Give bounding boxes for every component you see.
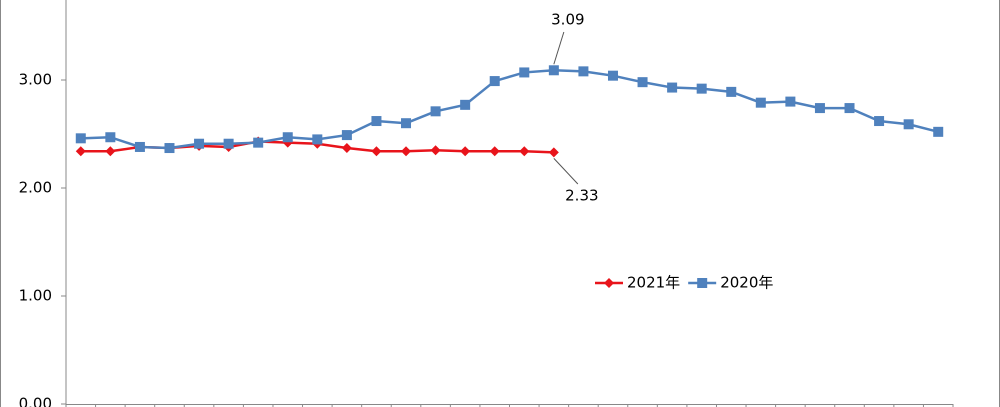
legend-marker [697,278,708,288]
data-point [460,146,471,157]
y-tick-label: 3.00 [19,71,52,89]
data-point [667,82,678,93]
data-point [341,130,352,141]
data-point [637,77,648,88]
data-point [430,106,441,117]
data-point [401,146,412,157]
data-point [519,67,530,78]
data-point [75,133,86,144]
data-point [341,143,352,154]
data-label: 2.33 [565,187,598,205]
data-point [726,86,737,97]
data-point [874,116,885,127]
data-point [548,65,559,76]
data-point [607,70,618,81]
data-point [282,132,293,143]
data-point [696,83,707,94]
data-point [253,137,264,148]
legend-marker [604,278,614,288]
data-point [105,146,116,157]
y-tick-label: 0.00 [19,395,52,407]
data-point [223,138,234,149]
data-point [489,146,500,157]
data-point [430,145,441,156]
data-point [312,134,323,145]
legend-label: 2020年 [720,274,773,292]
data-point [519,146,530,157]
data-point [489,76,500,87]
data-point [785,96,796,107]
data-point [75,146,86,157]
legend-label: 2021年 [627,274,680,292]
data-point [105,132,116,143]
data-point [164,143,175,154]
label-leader [553,31,565,65]
data-point [460,99,471,110]
data-point [548,147,559,158]
data-point [401,118,412,129]
data-point [578,66,589,77]
data-point [371,116,382,127]
data-point [755,97,766,108]
data-point [933,126,944,137]
data-point [903,119,914,130]
data-point [134,141,145,152]
data-point [814,103,825,114]
label-leader [553,158,579,185]
series-line [80,69,939,150]
data-point [371,146,382,157]
y-tick-label: 2.00 [19,179,52,197]
data-point [194,138,205,149]
y-tick-label: 1.00 [19,287,52,305]
data-point [844,103,855,114]
data-label: 3.09 [551,11,584,29]
